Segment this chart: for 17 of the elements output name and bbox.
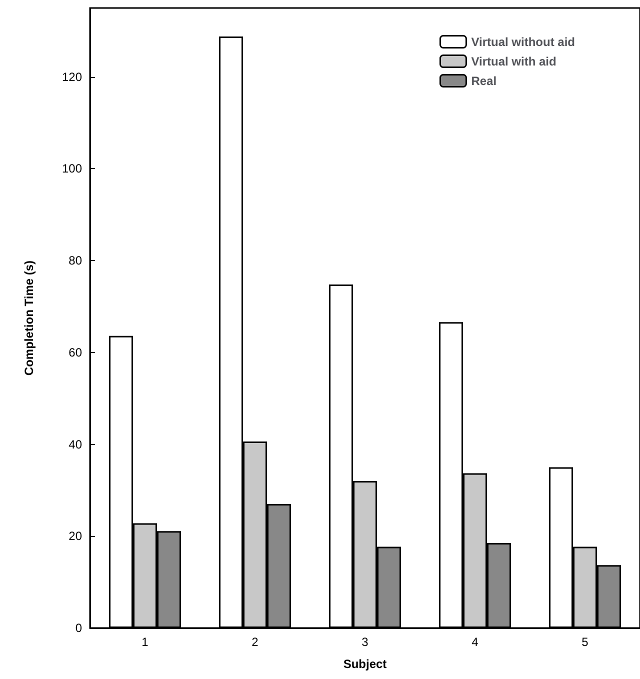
y-tick-label: 20 <box>68 529 82 544</box>
y-tick-label: 60 <box>68 345 82 360</box>
x-tick-label: 1 <box>142 635 149 649</box>
legend-label: Virtual with aid <box>471 54 556 68</box>
y-tick-label: 0 <box>75 621 82 635</box>
legend-label: Real <box>471 74 497 88</box>
y-tick-label: 120 <box>62 70 82 84</box>
y-tick-label: 80 <box>68 254 82 268</box>
x-tick-label: 2 <box>252 635 259 649</box>
x-axis-title: Subject <box>343 657 387 671</box>
legend-label: Virtual without aid <box>471 34 575 49</box>
x-tick-label: 5 <box>582 635 589 649</box>
x-tick-label: 4 <box>472 635 479 649</box>
y-tick-label: 40 <box>68 437 82 452</box>
x-tick-label: 3 <box>362 635 369 649</box>
y-axis-title: Completion Time (s) <box>22 260 36 376</box>
y-tick-label: 100 <box>62 162 82 176</box>
